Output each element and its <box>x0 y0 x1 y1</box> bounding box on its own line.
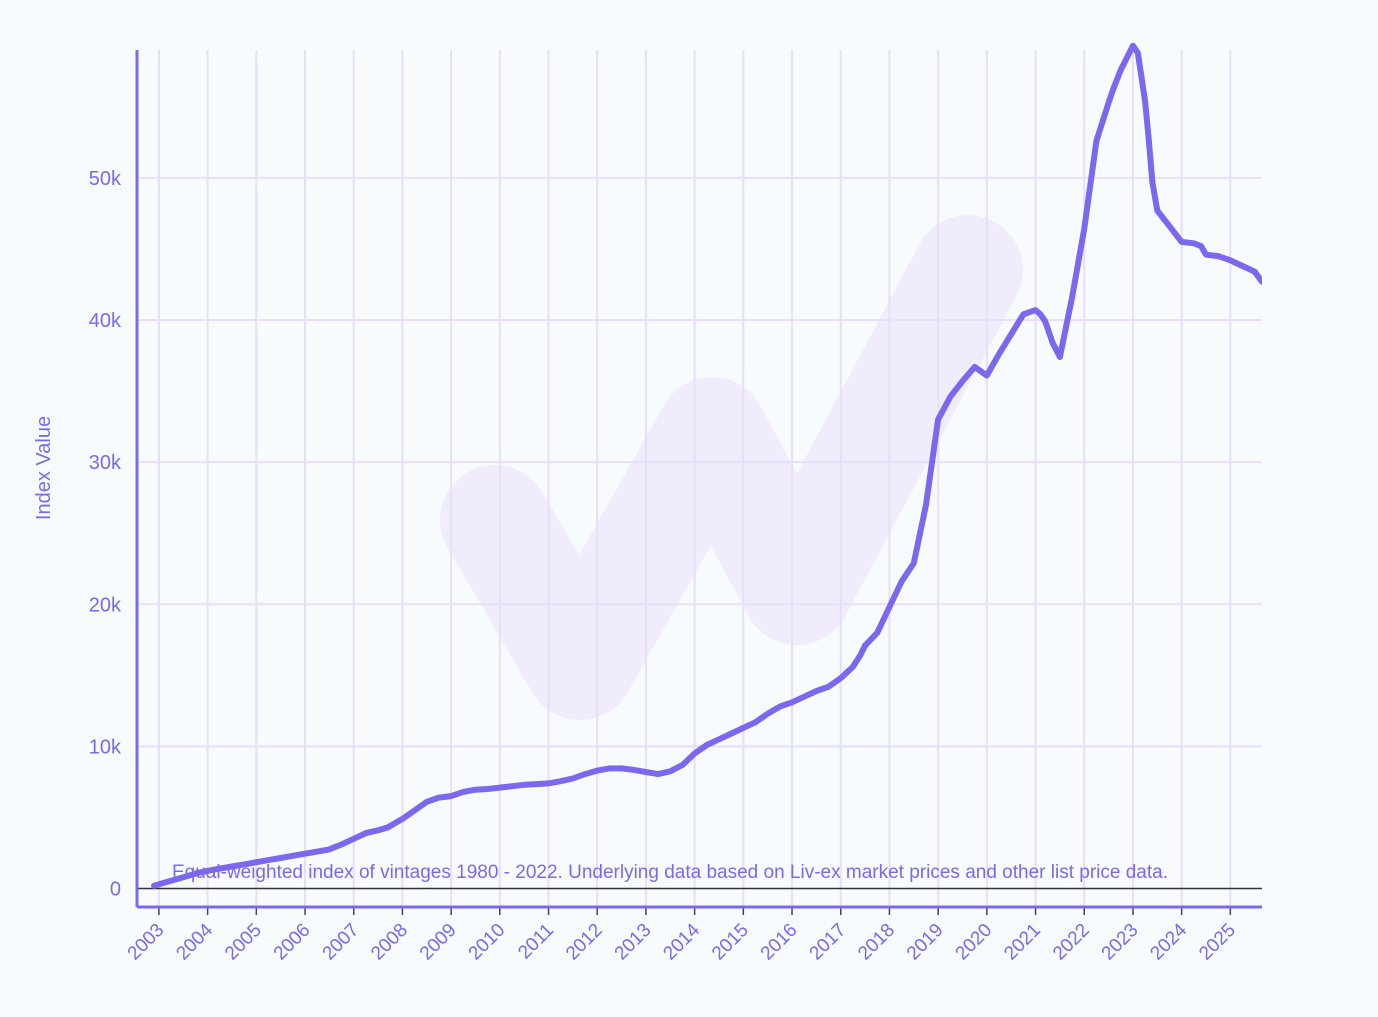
x-tick-label: 2010 <box>465 920 510 965</box>
y-axis-label: Index Value <box>33 416 55 520</box>
x-tick-label: 2011 <box>514 920 558 964</box>
x-tick-label: 2023 <box>1098 920 1143 965</box>
x-tick-label: 2024 <box>1146 919 1191 964</box>
x-tick-label: 2003 <box>124 920 169 965</box>
x-tick-label: 2020 <box>952 920 997 965</box>
x-tick-label: 2021 <box>1000 920 1045 965</box>
watermark-logo <box>440 215 1023 720</box>
x-tick-label: 2019 <box>903 920 948 965</box>
x-tick-label: 2016 <box>757 920 802 965</box>
x-tick-label: 2008 <box>367 920 412 965</box>
series-line <box>151 42 1262 889</box>
x-tick-label: 2012 <box>562 920 607 965</box>
y-tick-label: 20k <box>89 594 122 616</box>
y-tick-label: 40k <box>89 310 122 332</box>
x-tick-label: 2006 <box>270 920 315 965</box>
x-tick-label: 2005 <box>221 920 266 965</box>
x-tick-label: 2004 <box>172 919 217 964</box>
grid-lines <box>137 50 1262 907</box>
y-tick-label: 10k <box>89 736 122 758</box>
x-tick-label: 2018 <box>854 920 899 965</box>
x-tick-label: 2017 <box>806 920 851 965</box>
x-tick-label: 2015 <box>708 920 753 965</box>
chart-annotation: Equal-weighted index of vintages 1980 - … <box>172 862 1168 883</box>
x-tick-label: 2007 <box>319 920 364 965</box>
x-tick-label: 2025 <box>1195 920 1240 965</box>
y-tick-label: 30k <box>89 452 122 474</box>
x-tick-label: 2013 <box>611 920 656 965</box>
x-tick-label: 2022 <box>1049 920 1094 965</box>
y-tick-label: 0 <box>110 879 121 901</box>
x-tick-label: 2014 <box>659 919 704 964</box>
series-layer <box>151 42 1262 889</box>
watermark-w-shape <box>440 215 1023 720</box>
axes <box>135 50 1262 915</box>
y-tick-label: 50k <box>89 168 122 190</box>
x-tick-label: 2009 <box>416 920 461 965</box>
